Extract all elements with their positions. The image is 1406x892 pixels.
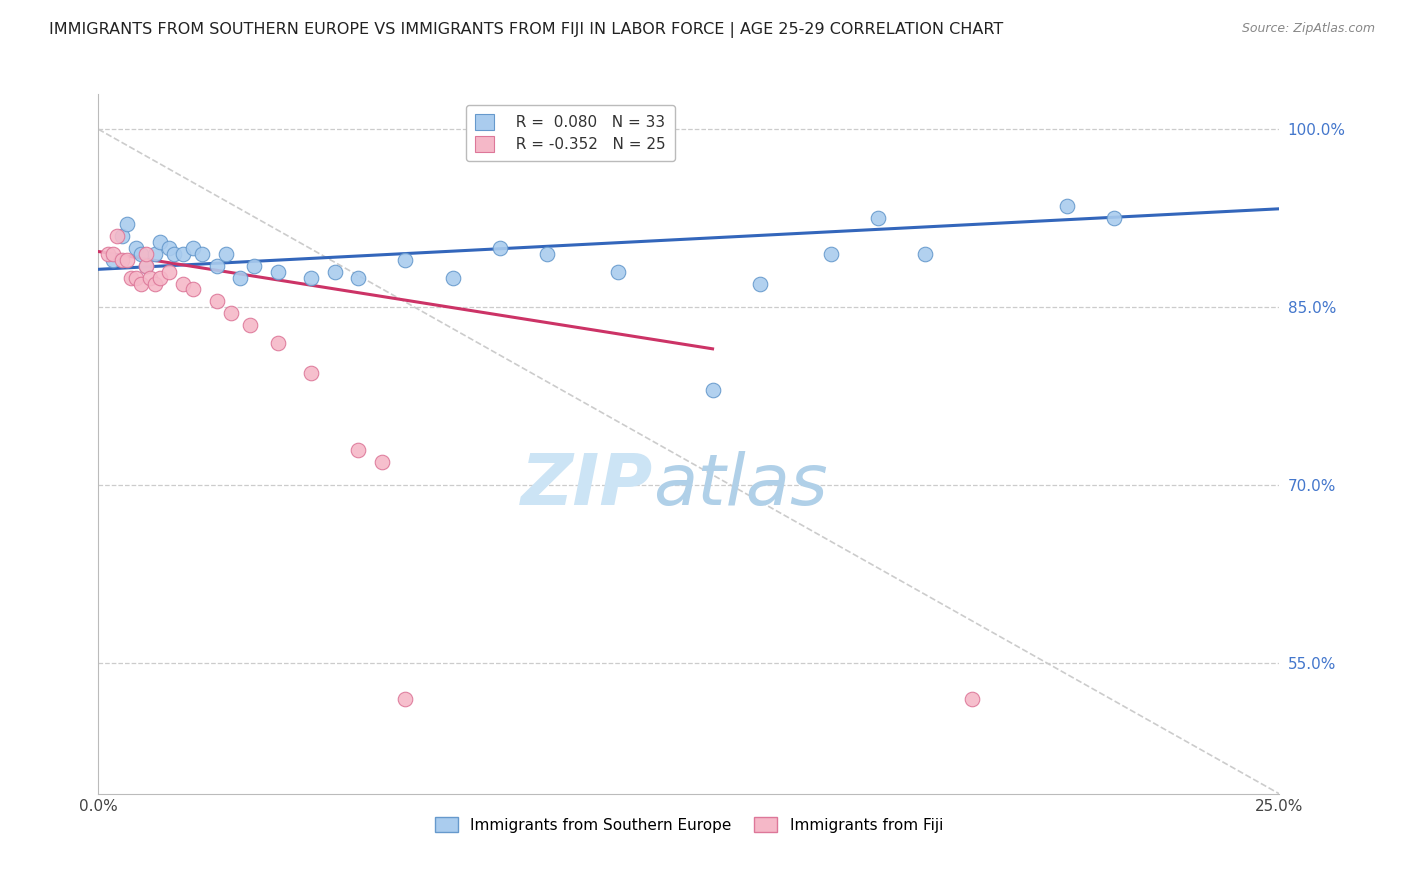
Point	[157, 241, 180, 255]
Point	[229, 270, 252, 285]
Point	[163, 247, 186, 261]
Point	[172, 277, 194, 291]
Text: Source: ZipAtlas.com: Source: ZipAtlas.com	[1241, 22, 1375, 36]
Point	[267, 335, 290, 350]
Point	[702, 384, 724, 398]
Point	[191, 247, 214, 261]
Point	[135, 247, 157, 261]
Point	[299, 270, 322, 285]
Point	[101, 252, 124, 267]
Point	[135, 259, 157, 273]
Point	[125, 241, 148, 255]
Point	[1056, 199, 1078, 213]
Point	[139, 270, 162, 285]
Point	[157, 265, 180, 279]
Text: IMMIGRANTS FROM SOUTHERN EUROPE VS IMMIGRANTS FROM FIJI IN LABOR FORCE | AGE 25-: IMMIGRANTS FROM SOUTHERN EUROPE VS IMMIG…	[49, 22, 1004, 38]
Point	[172, 247, 194, 261]
Point	[181, 283, 204, 297]
Point	[394, 692, 416, 706]
Point	[371, 454, 394, 468]
Point	[239, 318, 262, 332]
Point	[441, 270, 464, 285]
Point	[135, 259, 157, 273]
Point	[347, 442, 370, 457]
Point	[129, 247, 152, 261]
Point	[394, 252, 416, 267]
Point	[181, 241, 204, 255]
Point	[1102, 211, 1125, 226]
Point	[748, 277, 770, 291]
Point	[219, 306, 242, 320]
Point	[101, 247, 124, 261]
Point	[914, 247, 936, 261]
Point	[121, 270, 143, 285]
Point	[111, 229, 134, 244]
Point	[536, 247, 558, 261]
Point	[149, 270, 172, 285]
Point	[489, 241, 512, 255]
Point	[143, 277, 166, 291]
Legend: Immigrants from Southern Europe, Immigrants from Fiji: Immigrants from Southern Europe, Immigra…	[429, 811, 949, 838]
Point	[149, 235, 172, 249]
Point	[205, 259, 228, 273]
Point	[820, 247, 842, 261]
Text: ZIP: ZIP	[522, 451, 654, 520]
Point	[962, 692, 984, 706]
Point	[115, 252, 138, 267]
Text: atlas: atlas	[654, 451, 828, 520]
Point	[243, 259, 266, 273]
Point	[97, 247, 120, 261]
Point	[299, 366, 322, 380]
Point	[129, 277, 152, 291]
Point	[115, 217, 138, 231]
Point	[267, 265, 290, 279]
Point	[323, 265, 346, 279]
Point	[143, 247, 166, 261]
Point	[347, 270, 370, 285]
Point	[215, 247, 238, 261]
Point	[125, 270, 148, 285]
Point	[866, 211, 889, 226]
Point	[105, 229, 128, 244]
Point	[111, 252, 134, 267]
Point	[607, 265, 630, 279]
Point	[205, 294, 228, 309]
